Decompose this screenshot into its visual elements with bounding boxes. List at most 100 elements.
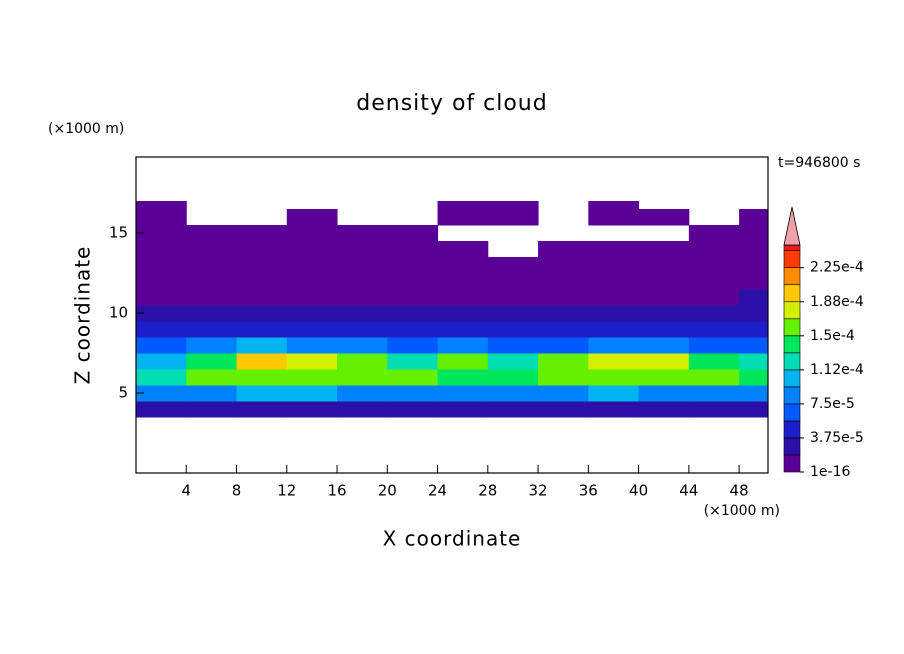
contour-cell	[487, 321, 539, 338]
contour-cell	[588, 241, 640, 258]
contour-cell	[688, 321, 740, 338]
contour-cell	[286, 241, 338, 258]
contour-cell	[286, 337, 338, 354]
contour-cell	[538, 289, 589, 306]
contour-cell	[337, 305, 388, 322]
contour-cell	[387, 385, 439, 402]
contour-cell	[688, 273, 740, 290]
contour-cell	[387, 257, 439, 274]
x-axis-label: X coordinate	[383, 527, 522, 551]
colorbar-band	[783, 267, 801, 286]
contour-cell	[337, 257, 388, 274]
contour-cell	[538, 369, 589, 386]
contour-cell	[286, 369, 338, 386]
contour-cell	[136, 369, 187, 386]
contour-cell	[638, 369, 690, 386]
contour-cell	[487, 257, 539, 274]
contour-cell	[487, 369, 539, 386]
contour-cell	[186, 321, 238, 338]
colorbar-band	[783, 454, 801, 473]
contour-cell	[236, 385, 288, 402]
contour-cell	[136, 321, 187, 338]
contour-cell	[437, 369, 489, 386]
contour-cell	[337, 401, 388, 418]
contour-cell	[638, 209, 690, 226]
contour-cell	[638, 385, 690, 402]
chart-title: density of cloud	[356, 91, 547, 116]
contour-cell	[638, 273, 690, 290]
contour-cell	[136, 257, 187, 274]
colorbar-band	[783, 244, 801, 251]
contour-cell	[236, 241, 288, 258]
contour-cell	[437, 337, 489, 354]
contour-field	[136, 201, 768, 418]
contour-cell	[688, 385, 740, 402]
contour-cell	[186, 369, 238, 386]
contour-cell	[638, 353, 690, 370]
contour-cell	[487, 289, 539, 306]
contour-cell	[236, 225, 288, 242]
x-tick-label: 36	[579, 482, 598, 500]
contour-cell	[337, 337, 388, 354]
contour-cell	[186, 401, 238, 418]
colorbar-band	[783, 301, 801, 320]
contour-cell	[487, 305, 539, 322]
contour-cell	[286, 385, 338, 402]
contour-cell	[337, 241, 388, 258]
contour-cell	[186, 305, 238, 322]
x-tick-label: 24	[428, 482, 447, 500]
contour-cell	[437, 305, 489, 322]
contour-cell	[186, 289, 238, 306]
contour-cell	[337, 225, 388, 242]
contour-cell	[186, 273, 238, 290]
contour-cell	[136, 353, 187, 370]
contour-cell	[286, 225, 338, 242]
contour-cell	[588, 257, 640, 274]
contour-cell	[387, 337, 439, 354]
contour-cell	[739, 385, 768, 402]
contour-cell	[286, 401, 338, 418]
plot-frame	[135, 156, 769, 474]
contour-cell	[739, 321, 768, 338]
contour-cell	[387, 273, 439, 290]
colorbar-label: 1.88e-4	[810, 294, 864, 310]
contour-cell	[739, 401, 768, 418]
contour-cell	[136, 209, 187, 226]
colorbar-band	[783, 403, 801, 422]
x-tick-label: 16	[327, 482, 346, 500]
x-tick-label: 40	[629, 482, 648, 500]
contour-cell	[588, 369, 640, 386]
contour-cell	[688, 353, 740, 370]
contour-cell	[136, 385, 187, 402]
contour-cell	[236, 321, 288, 338]
contour-cell	[186, 241, 238, 258]
contour-cell	[286, 273, 338, 290]
contour-cell	[688, 241, 740, 258]
x-tick-label: 8	[232, 482, 242, 500]
contour-cell	[437, 209, 489, 226]
contour-cell	[337, 385, 388, 402]
colorbar-label: 7.5e-5	[810, 396, 855, 412]
x-tick-label: 20	[378, 482, 397, 500]
contour-cell	[588, 353, 640, 370]
x-tick-label: 28	[478, 482, 497, 500]
colorbar-extend	[783, 206, 801, 246]
y-tick-label: 5	[118, 384, 128, 402]
contour-cell	[588, 273, 640, 290]
contour-cell	[588, 385, 640, 402]
contour-cell	[688, 369, 740, 386]
contour-cell	[387, 401, 439, 418]
contour-cell	[638, 321, 690, 338]
contour-cell	[437, 201, 489, 210]
contour-cell	[236, 369, 288, 386]
contour-cell	[437, 401, 489, 418]
contour-cell	[136, 401, 187, 418]
contour-cell	[538, 305, 589, 322]
contour-cell	[286, 321, 338, 338]
contour-cell	[688, 305, 740, 322]
contour-cell	[337, 289, 388, 306]
contour-cell	[739, 337, 768, 354]
x-tick-label: 32	[529, 482, 548, 500]
contour-cell	[739, 273, 768, 290]
contour-cell	[236, 305, 288, 322]
